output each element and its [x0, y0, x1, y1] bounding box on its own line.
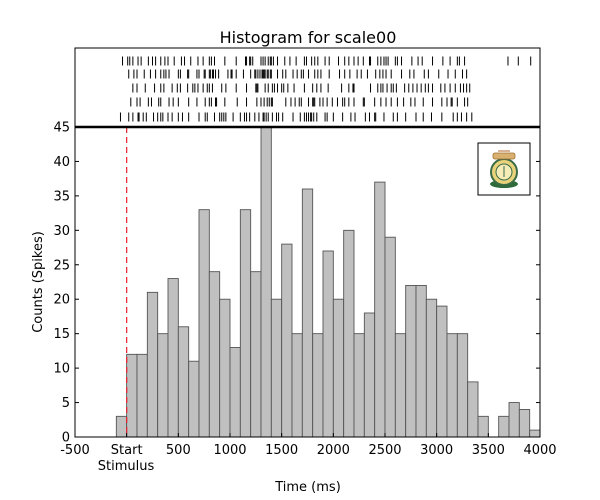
- histogram-bar: [167, 278, 179, 438]
- histogram-bar: [239, 209, 252, 438]
- histogram-bar: [415, 284, 427, 438]
- histogram-bar: [270, 298, 283, 438]
- histogram-bar: [301, 188, 314, 438]
- x-tick-sublabel: Stimulus: [98, 459, 155, 474]
- histogram-bar: [384, 236, 396, 438]
- histogram-bar: [394, 333, 407, 438]
- histogram-bar: [477, 415, 489, 438]
- histogram-bar: [208, 271, 221, 438]
- histogram-bar: [425, 298, 438, 438]
- histogram-bars: [115, 126, 541, 438]
- x-axis-ticks: -500 Start 500 1000 1500 2000 2500 3000 3500 4000: [60, 433, 557, 458]
- y-tick-label: 30: [53, 224, 70, 239]
- x-tick-label: 500: [166, 443, 191, 458]
- histogram-bar: [322, 250, 334, 438]
- histogram-bar: [353, 333, 365, 438]
- y-tick-label: 45: [53, 121, 70, 136]
- histogram-bar: [198, 209, 210, 438]
- y-tick-label: 25: [53, 258, 70, 273]
- histogram-bar: [343, 229, 355, 438]
- y-axis-ticks: 0 5 10 15 20 25 30 35 40 45: [53, 121, 540, 446]
- histogram-bar: [374, 181, 386, 438]
- histogram-bar: [529, 429, 541, 438]
- y-tick-label: 15: [53, 327, 70, 342]
- histogram-bar: [188, 360, 200, 438]
- y-tick-label: 5: [62, 396, 70, 411]
- histogram-bar: [436, 305, 448, 438]
- y-tick-label: 35: [53, 189, 70, 204]
- histogram-bar: [498, 415, 510, 438]
- histogram-bar: [456, 333, 469, 438]
- y-tick-label: 20: [53, 293, 70, 308]
- histogram-bar: [177, 326, 190, 438]
- chart-title: Histogram for scale00: [220, 28, 397, 47]
- y-tick-label: 10: [53, 362, 70, 377]
- histogram-bar: [281, 243, 293, 438]
- histogram-bar: [260, 126, 272, 438]
- histogram-bar: [405, 284, 417, 438]
- y-tick-label: 40: [53, 155, 70, 170]
- histogram-bar: [467, 381, 479, 438]
- x-tick-label: 1000: [213, 443, 246, 458]
- x-tick-label: 3500: [472, 443, 505, 458]
- y-tick-label: 0: [62, 431, 70, 446]
- histogram-bar: [126, 353, 138, 438]
- histogram-bar: [312, 333, 324, 438]
- x-tick-label: 4000: [523, 443, 556, 458]
- histogram-bar: [518, 408, 531, 438]
- x-tick-label: Start: [111, 443, 143, 458]
- x-tick-label: 3000: [420, 443, 453, 458]
- histogram-bar: [332, 298, 345, 438]
- x-tick-label: 1500: [265, 443, 298, 458]
- histogram-bar: [115, 415, 128, 438]
- histogram-bar: [229, 346, 241, 438]
- histogram-bar: [508, 402, 520, 438]
- raster-panel: [74, 47, 541, 128]
- x-tick-label: -500: [60, 443, 90, 458]
- histogram-bar: [291, 333, 303, 438]
- histogram-bar: [157, 333, 169, 438]
- x-tick-label: 2500: [368, 443, 401, 458]
- raster-ticks: [119, 56, 532, 122]
- histogram-bar: [219, 298, 231, 438]
- histogram-bar: [250, 271, 262, 438]
- x-axis-label: Time (ms): [274, 480, 341, 495]
- histogram-bar: [146, 291, 159, 438]
- histogram-bar: [446, 333, 458, 438]
- scale-emblem-icon: [477, 142, 531, 196]
- x-tick-label: 2000: [317, 443, 350, 458]
- histogram-bar: [363, 312, 376, 438]
- histogram-bar: [136, 353, 148, 438]
- y-axis-label: Counts (Spikes): [31, 231, 46, 333]
